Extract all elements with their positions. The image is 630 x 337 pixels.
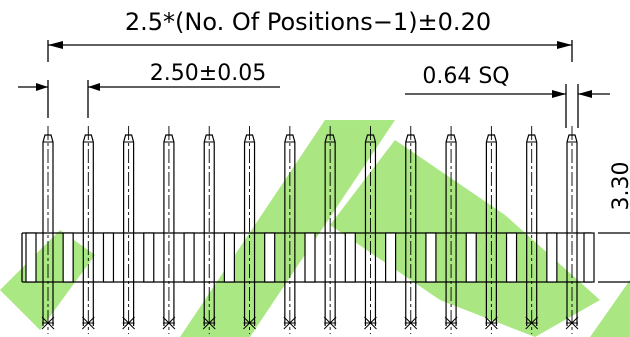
pin-size-dimension [405, 84, 610, 128]
watermark-graphic [0, 120, 630, 337]
body-standoff [425, 232, 437, 283]
pin-array [25, 126, 595, 334]
watermark-stroke [180, 120, 395, 337]
pitch-dimension [18, 80, 280, 118]
body-standoff [102, 232, 115, 283]
arrowhead-size-left [552, 90, 566, 98]
watermark-stroke [440, 215, 600, 337]
arrowhead-pitch-right [88, 83, 100, 91]
height-dimension [598, 232, 630, 283]
arrowhead-left [48, 41, 63, 49]
overall-length-label: 2.5*(No. Of Positions−1)±0.20 [125, 8, 491, 36]
arrowhead-pitch-left [36, 83, 48, 91]
watermark-stroke [590, 280, 630, 337]
overall-length-dimension [47, 40, 573, 62]
body-standoff [505, 232, 518, 283]
body-standoff [583, 232, 595, 283]
body-standoff [304, 232, 316, 283]
body-standoff [183, 232, 195, 283]
watermark-stroke [0, 230, 95, 330]
body-standoff [264, 232, 276, 283]
pin-size-label: 0.64 SQ [422, 64, 509, 89]
pitch-label: 2.50±0.05 [150, 61, 266, 86]
height-label: 3.30 [609, 162, 630, 211]
body-standoff [143, 232, 155, 283]
body-standoff [344, 232, 356, 283]
body-standoff [546, 232, 558, 283]
body-standoff [465, 232, 477, 283]
body-standoff [223, 232, 235, 283]
arrowhead-right [557, 41, 572, 49]
body-standoff [62, 232, 74, 283]
watermark-stroke [330, 140, 505, 300]
body-standoff [25, 232, 37, 283]
arrowhead-size-right [578, 90, 592, 98]
body-standoff [385, 232, 397, 283]
